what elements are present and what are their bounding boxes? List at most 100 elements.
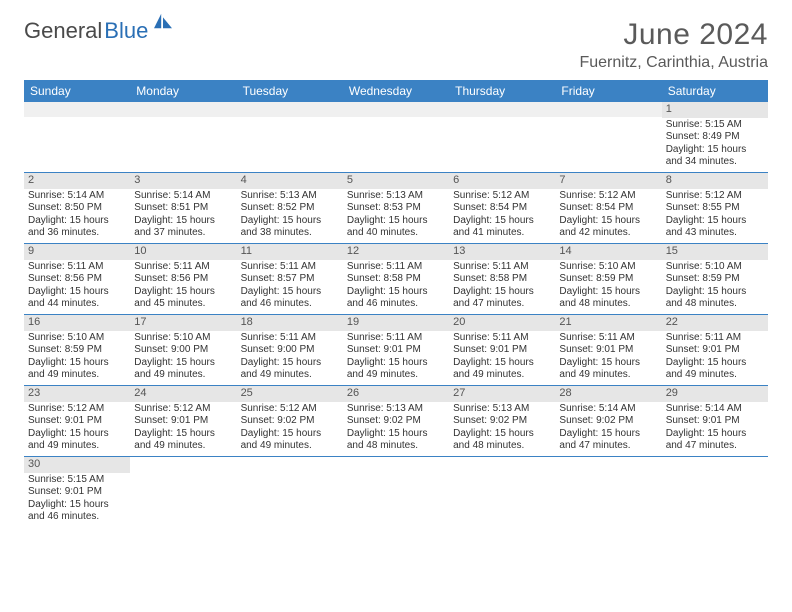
sunset-text: Sunset: 8:55 PM xyxy=(666,202,764,215)
sunset-text: Sunset: 9:01 PM xyxy=(28,486,126,499)
brand-part1: General xyxy=(24,18,102,44)
day-cell: 11Sunrise: 5:11 AMSunset: 8:57 PMDayligh… xyxy=(237,244,343,314)
sunset-text: Sunset: 8:56 PM xyxy=(134,273,232,286)
daylight-line2: and 37 minutes. xyxy=(134,227,232,240)
daylight-line1: Daylight: 15 hours xyxy=(241,428,339,441)
header: General Blue June 2024 Fuernitz, Carinth… xyxy=(24,18,768,72)
sunset-text: Sunset: 9:00 PM xyxy=(241,344,339,357)
daylight-line1: Daylight: 15 hours xyxy=(559,428,657,441)
daylight-line2: and 42 minutes. xyxy=(559,227,657,240)
day-cell: 30Sunrise: 5:15 AMSunset: 9:01 PMDayligh… xyxy=(24,457,130,527)
day-details: Sunrise: 5:10 AMSunset: 9:00 PMDaylight:… xyxy=(130,331,236,385)
daylight-line2: and 47 minutes. xyxy=(666,440,764,453)
weeks-container: 1Sunrise: 5:15 AMSunset: 8:49 PMDaylight… xyxy=(24,102,768,527)
daylight-line2: and 49 minutes. xyxy=(453,369,551,382)
day-number: 13 xyxy=(449,244,555,260)
day-cell: 14Sunrise: 5:10 AMSunset: 8:59 PMDayligh… xyxy=(555,244,661,314)
brand-part2: Blue xyxy=(104,18,174,44)
day-cell: 28Sunrise: 5:14 AMSunset: 9:02 PMDayligh… xyxy=(555,386,661,456)
day-details: Sunrise: 5:12 AMSunset: 9:01 PMDaylight:… xyxy=(130,402,236,456)
daylight-line1: Daylight: 15 hours xyxy=(134,428,232,441)
sunset-text: Sunset: 9:02 PM xyxy=(453,415,551,428)
daylight-line2: and 49 minutes. xyxy=(134,369,232,382)
day-details: Sunrise: 5:11 AMSunset: 9:01 PMDaylight:… xyxy=(555,331,661,385)
daylight-line1: Daylight: 15 hours xyxy=(347,428,445,441)
day-number: 12 xyxy=(343,244,449,260)
day-cell: 6Sunrise: 5:12 AMSunset: 8:54 PMDaylight… xyxy=(449,173,555,243)
day-number: 27 xyxy=(449,386,555,402)
daylight-line2: and 49 minutes. xyxy=(241,369,339,382)
daylight-line1: Daylight: 15 hours xyxy=(241,215,339,228)
sunset-text: Sunset: 8:59 PM xyxy=(559,273,657,286)
calendar-page: General Blue June 2024 Fuernitz, Carinth… xyxy=(0,0,792,537)
sunrise-text: Sunrise: 5:12 AM xyxy=(28,403,126,416)
sunset-text: Sunset: 8:54 PM xyxy=(453,202,551,215)
calendar-grid: SundayMondayTuesdayWednesdayThursdayFrid… xyxy=(24,80,768,527)
day-number: 18 xyxy=(237,315,343,331)
sunrise-text: Sunrise: 5:12 AM xyxy=(559,190,657,203)
day-details: Sunrise: 5:11 AMSunset: 9:00 PMDaylight:… xyxy=(237,331,343,385)
day-cell xyxy=(555,102,661,172)
day-cell: 3Sunrise: 5:14 AMSunset: 8:51 PMDaylight… xyxy=(130,173,236,243)
day-number: 10 xyxy=(130,244,236,260)
day-details: Sunrise: 5:13 AMSunset: 9:02 PMDaylight:… xyxy=(449,402,555,456)
day-cell: 1Sunrise: 5:15 AMSunset: 8:49 PMDaylight… xyxy=(662,102,768,172)
daylight-line2: and 46 minutes. xyxy=(241,298,339,311)
week-row: 23Sunrise: 5:12 AMSunset: 9:01 PMDayligh… xyxy=(24,386,768,457)
day-cell: 5Sunrise: 5:13 AMSunset: 8:53 PMDaylight… xyxy=(343,173,449,243)
empty-day-bar xyxy=(24,102,130,117)
month-title: June 2024 xyxy=(579,18,768,52)
daylight-line1: Daylight: 15 hours xyxy=(134,357,232,370)
day-cell: 15Sunrise: 5:10 AMSunset: 8:59 PMDayligh… xyxy=(662,244,768,314)
sunrise-text: Sunrise: 5:11 AM xyxy=(347,261,445,274)
daylight-line2: and 45 minutes. xyxy=(134,298,232,311)
daylight-line1: Daylight: 15 hours xyxy=(347,286,445,299)
sunrise-text: Sunrise: 5:10 AM xyxy=(666,261,764,274)
day-cell: 23Sunrise: 5:12 AMSunset: 9:01 PMDayligh… xyxy=(24,386,130,456)
day-cell: 7Sunrise: 5:12 AMSunset: 8:54 PMDaylight… xyxy=(555,173,661,243)
sunset-text: Sunset: 9:02 PM xyxy=(347,415,445,428)
sunset-text: Sunset: 9:01 PM xyxy=(453,344,551,357)
day-cell: 26Sunrise: 5:13 AMSunset: 9:02 PMDayligh… xyxy=(343,386,449,456)
sunrise-text: Sunrise: 5:11 AM xyxy=(453,261,551,274)
day-number: 20 xyxy=(449,315,555,331)
day-details: Sunrise: 5:12 AMSunset: 9:02 PMDaylight:… xyxy=(237,402,343,456)
day-number: 6 xyxy=(449,173,555,189)
day-number: 14 xyxy=(555,244,661,260)
daylight-line1: Daylight: 15 hours xyxy=(666,215,764,228)
day-cell: 4Sunrise: 5:13 AMSunset: 8:52 PMDaylight… xyxy=(237,173,343,243)
daylight-line1: Daylight: 15 hours xyxy=(347,215,445,228)
sunset-text: Sunset: 9:02 PM xyxy=(559,415,657,428)
sunset-text: Sunset: 8:51 PM xyxy=(134,202,232,215)
sunset-text: Sunset: 9:01 PM xyxy=(666,344,764,357)
day-number: 1 xyxy=(662,102,768,118)
sunset-text: Sunset: 8:56 PM xyxy=(28,273,126,286)
day-details: Sunrise: 5:11 AMSunset: 9:01 PMDaylight:… xyxy=(662,331,768,385)
day-cell: 13Sunrise: 5:11 AMSunset: 8:58 PMDayligh… xyxy=(449,244,555,314)
day-number: 5 xyxy=(343,173,449,189)
day-details: Sunrise: 5:12 AMSunset: 9:01 PMDaylight:… xyxy=(24,402,130,456)
daylight-line1: Daylight: 15 hours xyxy=(28,357,126,370)
weekday-header: Wednesday xyxy=(343,80,449,102)
sunset-text: Sunset: 8:54 PM xyxy=(559,202,657,215)
daylight-line1: Daylight: 15 hours xyxy=(241,286,339,299)
week-row: 9Sunrise: 5:11 AMSunset: 8:56 PMDaylight… xyxy=(24,244,768,315)
day-number: 23 xyxy=(24,386,130,402)
day-number: 21 xyxy=(555,315,661,331)
weekday-header-row: SundayMondayTuesdayWednesdayThursdayFrid… xyxy=(24,80,768,102)
day-cell: 10Sunrise: 5:11 AMSunset: 8:56 PMDayligh… xyxy=(130,244,236,314)
day-number: 29 xyxy=(662,386,768,402)
daylight-line2: and 38 minutes. xyxy=(241,227,339,240)
sunrise-text: Sunrise: 5:12 AM xyxy=(453,190,551,203)
sunrise-text: Sunrise: 5:13 AM xyxy=(347,403,445,416)
daylight-line1: Daylight: 15 hours xyxy=(559,286,657,299)
daylight-line2: and 47 minutes. xyxy=(559,440,657,453)
day-number: 17 xyxy=(130,315,236,331)
day-details: Sunrise: 5:12 AMSunset: 8:54 PMDaylight:… xyxy=(449,189,555,243)
day-number: 22 xyxy=(662,315,768,331)
day-details: Sunrise: 5:10 AMSunset: 8:59 PMDaylight:… xyxy=(662,260,768,314)
empty-day-bar xyxy=(237,102,343,117)
day-details: Sunrise: 5:14 AMSunset: 8:50 PMDaylight:… xyxy=(24,189,130,243)
day-number: 4 xyxy=(237,173,343,189)
title-block: June 2024 Fuernitz, Carinthia, Austria xyxy=(579,18,768,72)
